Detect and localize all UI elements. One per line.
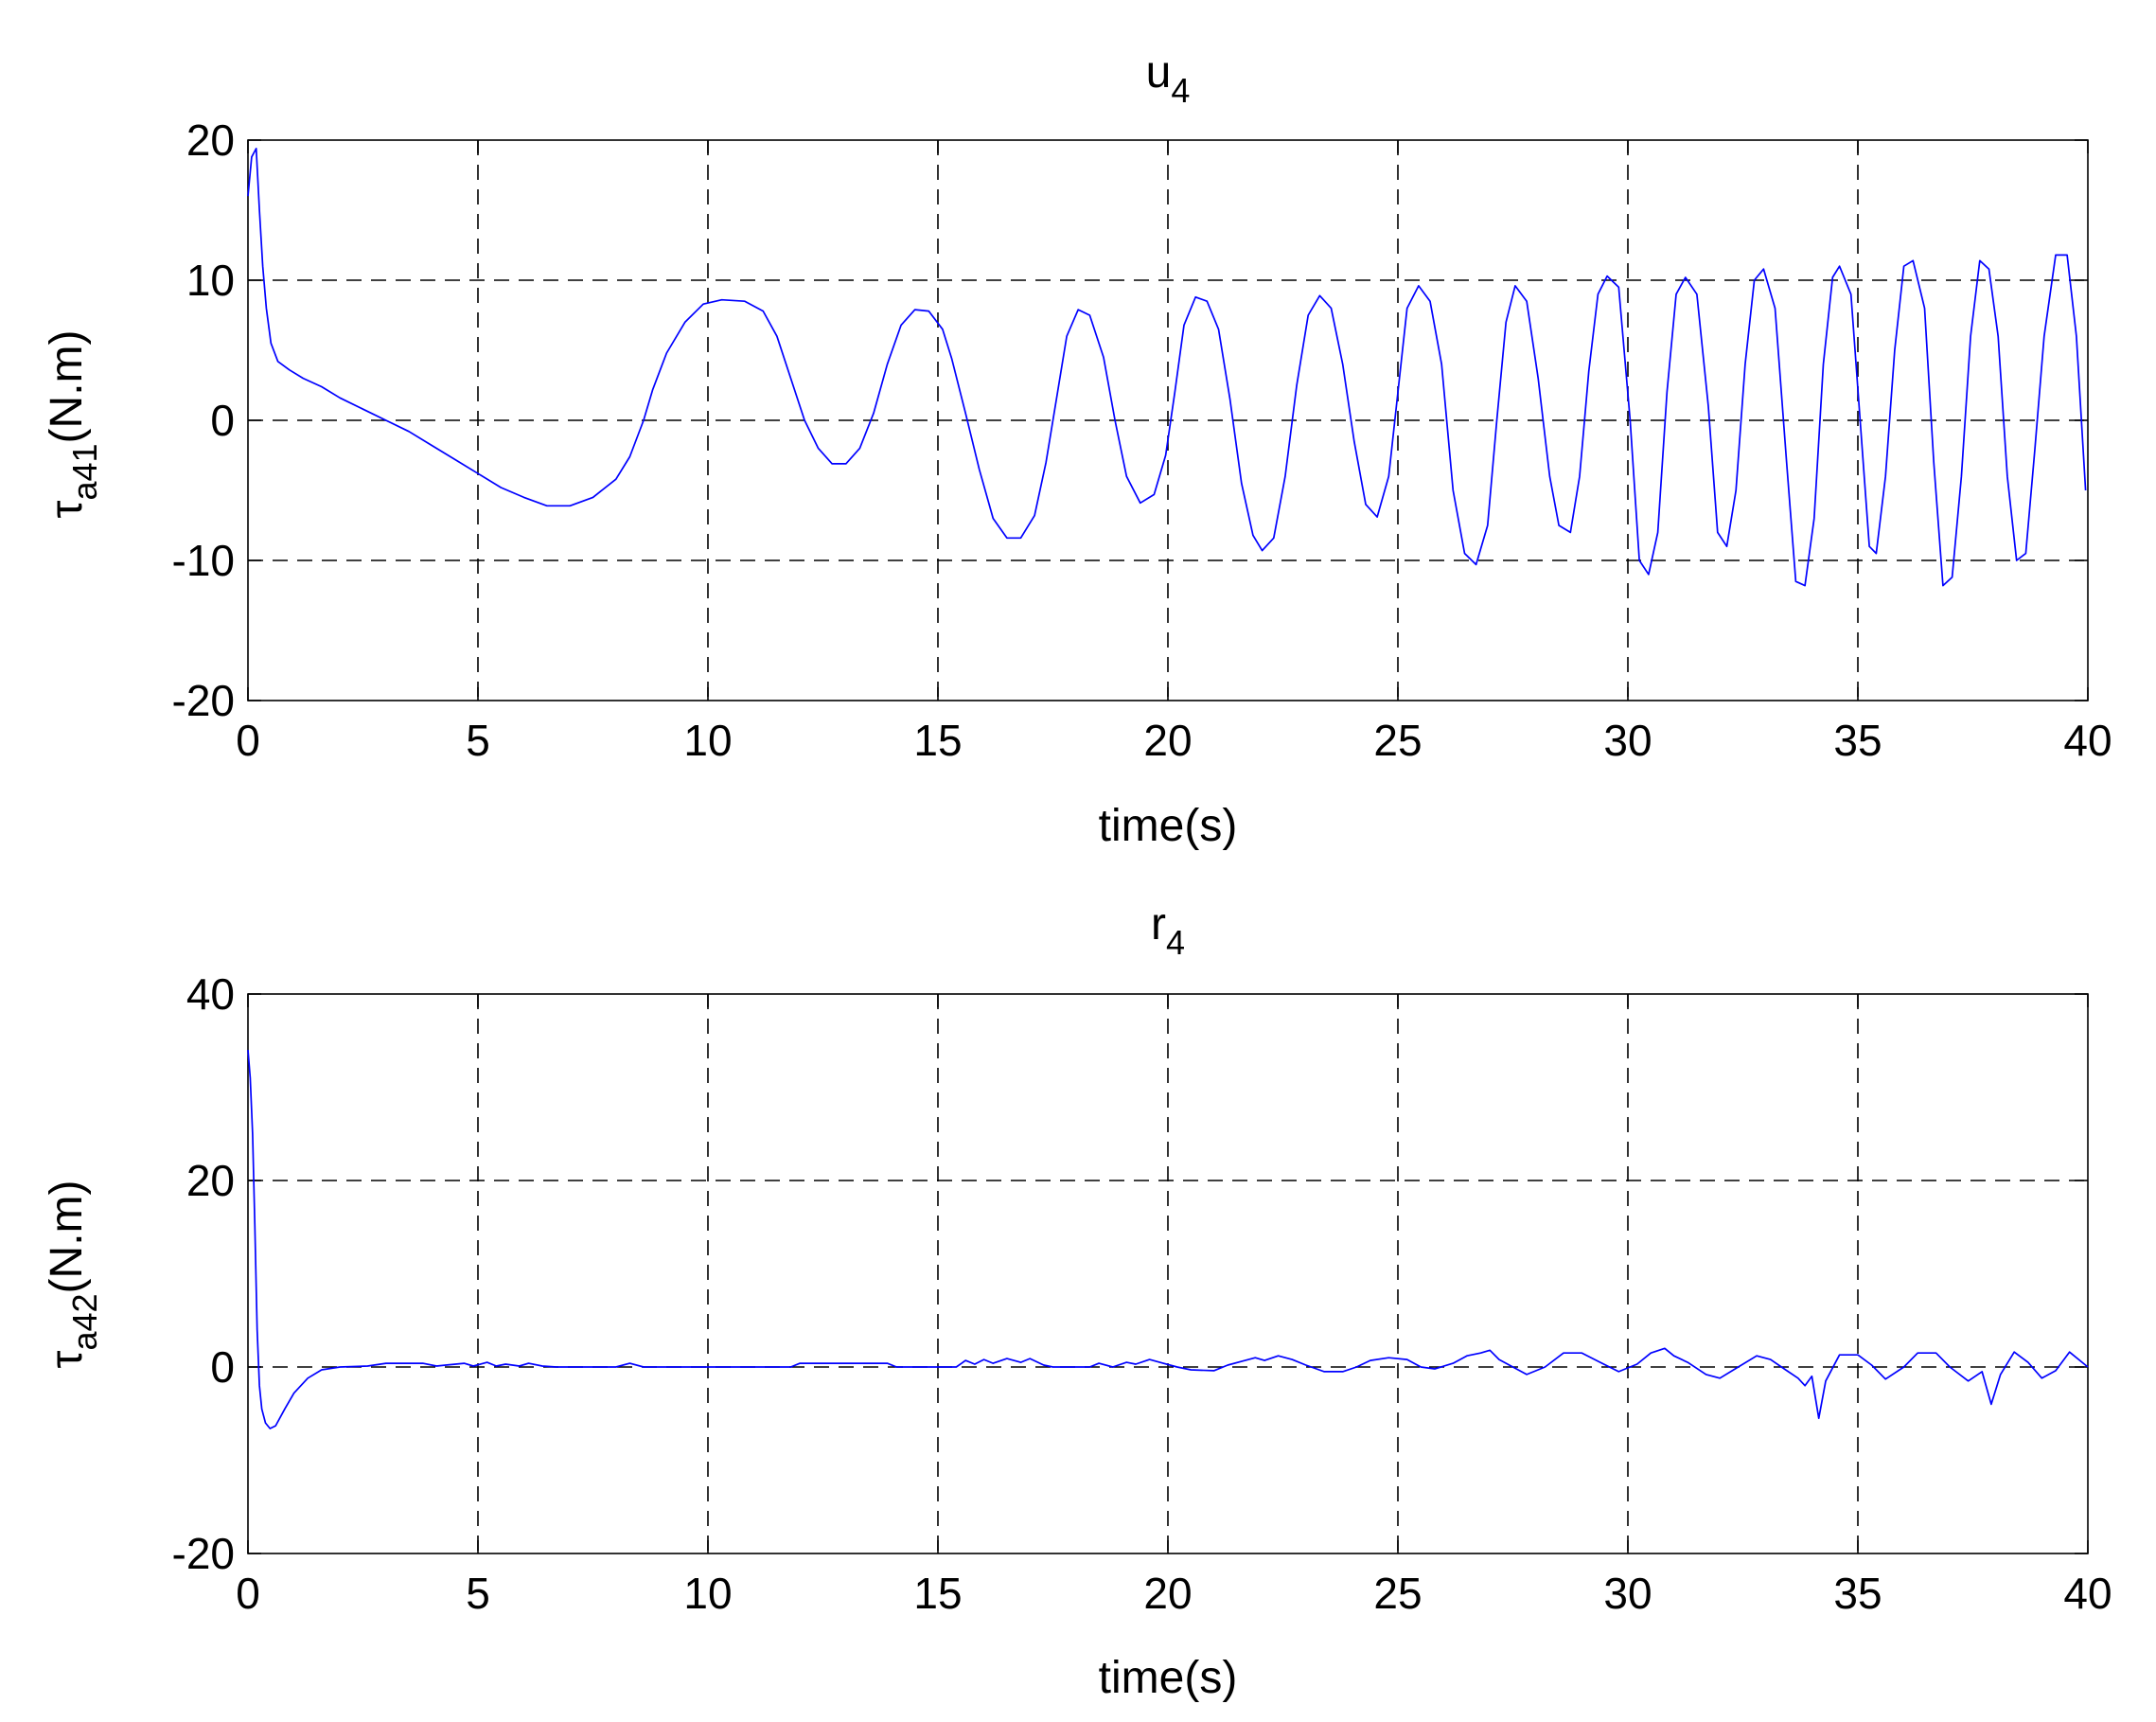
x-tick-label: 5 bbox=[466, 716, 490, 765]
x-tick-label: 0 bbox=[236, 716, 260, 765]
y-axis-label-r4: τa42(N.m) bbox=[42, 1181, 104, 1369]
x-tick-label: 35 bbox=[1833, 716, 1882, 765]
x-tick-label: 30 bbox=[1603, 716, 1652, 765]
y-tick-label: -10 bbox=[172, 536, 235, 585]
ticks-u4 bbox=[247, 139, 2089, 701]
x-tick-label: 15 bbox=[913, 1569, 962, 1618]
series-line-u4 bbox=[247, 148, 2087, 587]
x-tick-label: 40 bbox=[2063, 716, 2112, 765]
grid-u4 bbox=[248, 140, 2088, 701]
y-tick-label: 0 bbox=[210, 396, 235, 445]
x-tick-label: 10 bbox=[683, 1569, 732, 1618]
y-axis-label-u4: τa41(N.m) bbox=[42, 330, 104, 519]
x-tick-label: 5 bbox=[466, 1569, 490, 1618]
x-tick-label: 40 bbox=[2063, 1569, 2112, 1618]
x-axis-label-r4: time(s) bbox=[1099, 1653, 1238, 1703]
x-tick-label: 0 bbox=[236, 1569, 260, 1618]
y-tick-label: 0 bbox=[210, 1342, 235, 1392]
x-tick-label: 25 bbox=[1373, 716, 1422, 765]
x-tick-label: 25 bbox=[1373, 1569, 1422, 1618]
y-tick-label: -20 bbox=[172, 1529, 235, 1578]
x-tick-label: 20 bbox=[1143, 1569, 1192, 1618]
x-tick-label: 15 bbox=[913, 716, 962, 765]
y-tick-label: 20 bbox=[186, 1156, 235, 1205]
series-line-r4 bbox=[247, 1050, 2089, 1429]
y-tick-labels-r4: -20 0 20 40 bbox=[172, 969, 235, 1578]
y-tick-label: 20 bbox=[186, 115, 235, 165]
chart-title-u4: u4 bbox=[1146, 47, 1191, 110]
x-axis-label-u4: time(s) bbox=[1099, 801, 1238, 851]
x-tick-labels-r4: 0 5 10 15 20 25 30 35 40 bbox=[236, 1569, 2112, 1618]
y-tick-label: -20 bbox=[172, 676, 235, 725]
x-tick-labels-u4: 0 5 10 15 20 25 30 35 40 bbox=[236, 716, 2112, 765]
chart-title-r4: r4 bbox=[1151, 899, 1185, 962]
x-tick-label: 30 bbox=[1603, 1569, 1652, 1618]
y-tick-label: 40 bbox=[186, 969, 235, 1019]
y-tick-label: 10 bbox=[186, 256, 235, 305]
x-tick-label: 35 bbox=[1833, 1569, 1882, 1618]
x-tick-label: 10 bbox=[683, 716, 732, 765]
x-tick-label: 20 bbox=[1143, 716, 1192, 765]
y-tick-labels-u4: -20 -10 0 10 20 bbox=[172, 115, 235, 725]
